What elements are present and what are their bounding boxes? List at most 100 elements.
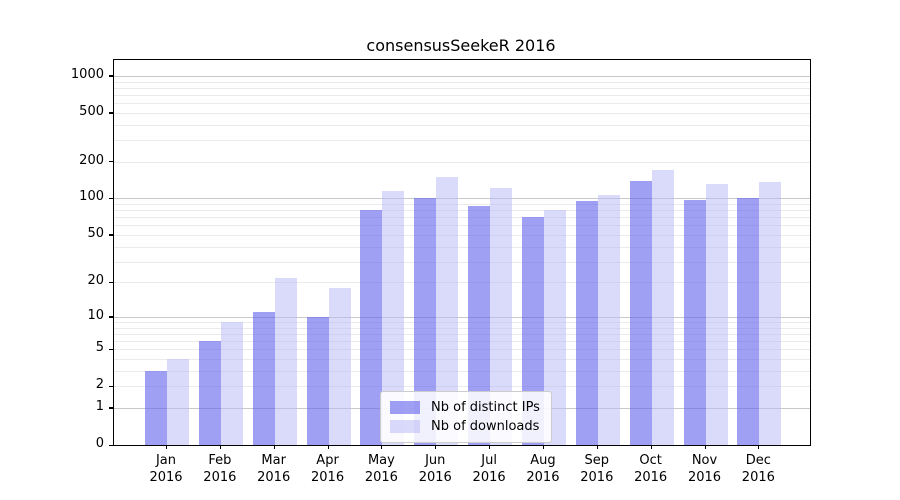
gridline-minor — [114, 333, 810, 335]
x-tick-month: Nov — [691, 453, 718, 468]
legend-label-downloads: Nb of downloads — [431, 419, 540, 434]
legend-swatch-downloads — [390, 420, 420, 433]
gridline-minor — [114, 225, 810, 227]
x-tick-label: Sep 2016 — [567, 452, 627, 486]
gridline-major — [114, 198, 810, 200]
gridline-minor — [114, 246, 810, 248]
legend-swatch-distinct-ips — [390, 401, 420, 414]
x-tick-month: Jun — [425, 453, 446, 468]
x-tick-mark — [435, 445, 437, 449]
bar-distinct-ips-Mar — [252, 312, 275, 445]
x-tick-mark — [650, 445, 652, 449]
bar-distinct-ips-Apr — [306, 316, 329, 445]
y-tick-label: 20 — [87, 273, 104, 289]
bar-downloads-Jun — [436, 176, 459, 445]
x-tick-month: Sep — [584, 453, 610, 468]
x-tick-label: Jun 2016 — [405, 452, 465, 486]
x-tick-label: Mar 2016 — [244, 452, 304, 486]
bar-distinct-ips-Feb — [198, 341, 221, 445]
gridline-minor — [114, 234, 810, 236]
x-axis: Jan 2016 Feb 2016 Mar 2016 Apr 2016 May 2016 Jun 20… — [113, 444, 809, 496]
x-tick-mark — [381, 445, 383, 449]
y-tick-mark — [109, 348, 113, 350]
x-tick-year: 2016 — [149, 470, 183, 485]
x-tick-mark — [327, 445, 329, 449]
bar-downloads-Jul — [490, 187, 513, 445]
y-tick-label: 0 — [95, 436, 104, 451]
gridline-minor — [114, 140, 810, 142]
gridline-minor — [114, 94, 810, 96]
plot-area: Nb of distinct IPs Nb of downloads — [109, 59, 811, 446]
legend: Nb of distinct IPs Nb of downloads — [380, 391, 552, 443]
bar-distinct-ips-Dec — [737, 198, 760, 445]
y-tick-mark — [109, 444, 113, 446]
gridline-minor — [114, 112, 810, 114]
x-tick-mark — [542, 445, 544, 449]
x-tick-month: Apr — [316, 453, 339, 468]
x-tick-year: 2016 — [687, 470, 722, 485]
x-tick-month: Jul — [481, 453, 497, 468]
y-tick-label: 1000 — [70, 66, 104, 82]
x-tick-month: Dec — [745, 453, 771, 468]
y-axis: 1000 500 200 100 50 20 10 5 2 1 0 — [0, 59, 108, 450]
bar-downloads-Feb — [220, 322, 243, 445]
gridline-major — [114, 75, 810, 77]
bar-downloads-Dec — [759, 181, 782, 445]
x-tick-month: May — [367, 453, 395, 468]
x-tick-year: 2016 — [634, 470, 668, 485]
x-tick-label: Apr 2016 — [298, 452, 358, 486]
gridline-minor — [114, 359, 810, 361]
x-tick-label: Aug 2016 — [513, 452, 573, 486]
y-tick-label: 5 — [95, 340, 104, 356]
y-tick-mark — [109, 234, 113, 236]
y-tick-label: 1 — [95, 398, 104, 414]
x-tick-mark — [596, 445, 598, 449]
bar-distinct-ips-May — [360, 210, 383, 445]
gridline-major — [114, 316, 810, 318]
chart-title: consensusSeekeR 2016 — [366, 36, 556, 55]
x-tick-label: Jul 2016 — [459, 452, 519, 486]
gridline-minor — [114, 103, 810, 105]
x-tick-mark — [489, 445, 491, 449]
x-tick-label: Jan 2016 — [136, 452, 196, 486]
y-tick-label: 50 — [87, 225, 104, 241]
x-tick-label: Oct 2016 — [621, 452, 681, 486]
y-tick-label: 100 — [79, 189, 104, 205]
bar-distinct-ips-Sep — [575, 201, 598, 445]
y-tick-label: 2 — [95, 377, 104, 393]
bar-downloads-Nov — [705, 183, 728, 445]
gridline-minor — [114, 124, 810, 126]
x-tick-mark — [219, 445, 221, 449]
x-tick-label: Dec 2016 — [728, 452, 788, 486]
gridline-minor — [114, 161, 810, 163]
bar-distinct-ips-Nov — [683, 200, 706, 445]
gridline-minor — [114, 282, 810, 284]
x-tick-month: Oct — [639, 453, 662, 468]
bar-distinct-ips-Oct — [629, 181, 652, 445]
bar-downloads-Mar — [274, 277, 297, 445]
legend-item-distinct-ips: Nb of distinct IPs — [390, 398, 540, 417]
gridline-minor — [114, 81, 810, 83]
y-tick-mark — [109, 316, 113, 318]
x-tick-year: 2016 — [257, 470, 291, 485]
gridline-minor — [114, 386, 810, 388]
x-tick-month: Jan — [155, 453, 177, 468]
legend-item-downloads: Nb of downloads — [390, 417, 540, 436]
y-tick-label: 200 — [79, 152, 104, 168]
y-tick-mark — [109, 161, 113, 163]
x-tick-year: 2016 — [364, 470, 398, 485]
gridline-minor — [114, 204, 810, 206]
y-tick-mark — [109, 197, 113, 200]
gridline-minor — [114, 261, 810, 263]
y-tick-mark — [109, 112, 113, 114]
x-tick-mark — [758, 445, 760, 449]
x-tick-mark — [704, 445, 706, 449]
x-tick-month: Aug — [530, 453, 556, 468]
y-tick-mark — [109, 75, 113, 77]
x-tick-mark — [273, 445, 275, 449]
gridline-minor — [114, 210, 810, 212]
x-tick-month: Feb — [208, 453, 232, 468]
gridline-minor — [114, 370, 810, 372]
x-tick-year: 2016 — [203, 470, 237, 485]
x-tick-label: Feb 2016 — [190, 452, 250, 486]
